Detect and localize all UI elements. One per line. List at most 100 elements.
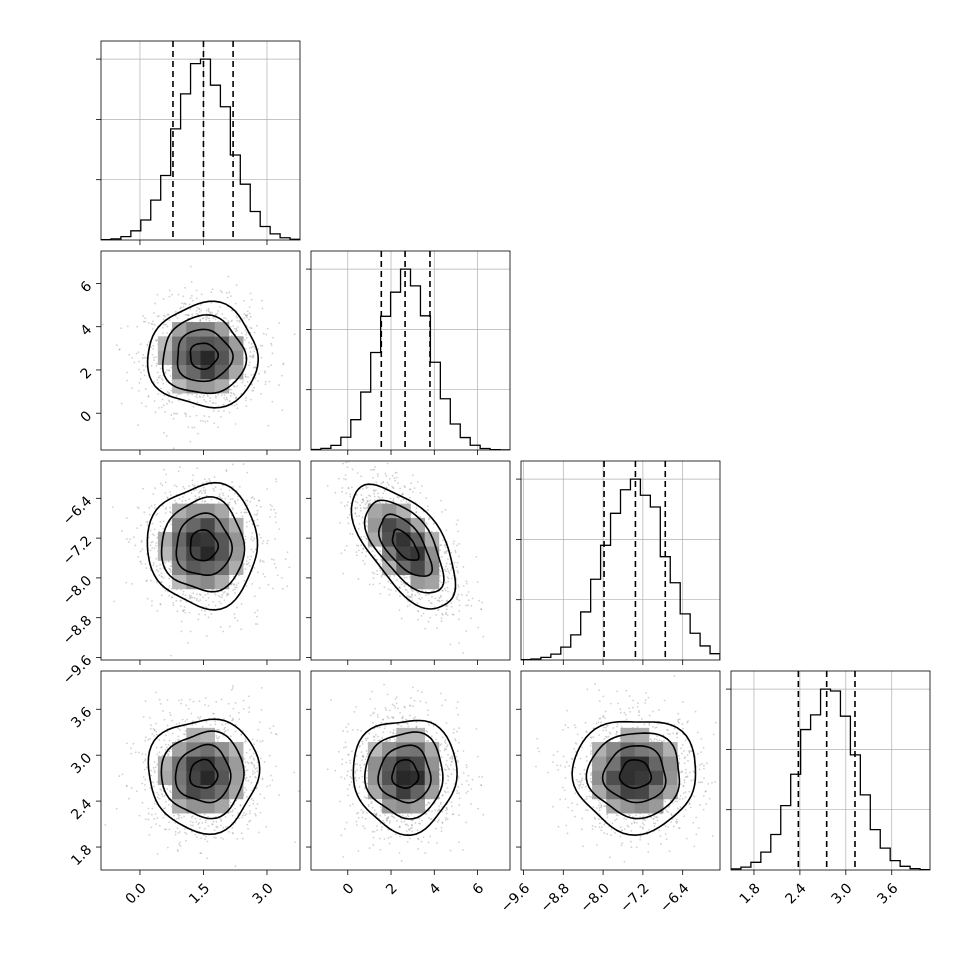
scatter-point: [173, 484, 176, 487]
scatter-point: [396, 579, 398, 582]
scatter-point: [168, 295, 171, 298]
scatter-point: [402, 498, 405, 501]
panel-frame: [100, 40, 301, 241]
scatter-point: [274, 478, 277, 480]
scatter-point: [244, 384, 246, 387]
scatter-point: [167, 313, 170, 316]
scatter-point: [260, 356, 263, 359]
scatter-point: [221, 291, 223, 294]
scatter-point: [231, 319, 233, 322]
scatter-point: [236, 385, 239, 388]
scatter-point: [180, 816, 183, 819]
scatter-point: [383, 490, 386, 492]
scatter-point: [407, 595, 410, 598]
scatter-point: [191, 596, 194, 599]
scatter-point: [238, 485, 241, 488]
scatter-point: [137, 424, 139, 427]
scatter-point: [225, 826, 227, 829]
scatter-point: [256, 324, 258, 327]
scatter-point: [158, 751, 161, 754]
scatter-point: [205, 494, 208, 497]
scatter-point: [178, 728, 181, 731]
scatter-point: [166, 497, 169, 500]
scatter-point: [207, 616, 210, 619]
scatter-point: [172, 447, 175, 450]
scatter-point: [199, 318, 202, 321]
scatter-point: [250, 761, 253, 764]
scatter-point: [244, 347, 247, 350]
scatter-point: [198, 395, 201, 398]
scatter-point: [228, 489, 231, 492]
scatter-point: [157, 393, 160, 395]
scatter-point: [403, 585, 406, 588]
scatter-point: [150, 322, 153, 325]
scatter-point: [158, 530, 161, 533]
scatter-point: [218, 600, 221, 603]
density-cell: [172, 322, 187, 337]
scatter-point: [153, 528, 156, 531]
density-cell: [424, 532, 440, 547]
scatter-point: [427, 509, 429, 511]
scatter-point: [223, 599, 226, 602]
scatter-point: [218, 817, 221, 820]
scatter-point: [246, 471, 249, 474]
scatter-point: [196, 467, 199, 470]
scatter-point: [135, 790, 138, 793]
panels-layer: [96, 40, 931, 875]
scatter-point: [411, 590, 414, 593]
scatter-point: [251, 532, 254, 535]
scatter-point: [199, 594, 202, 596]
scatter-point: [139, 560, 142, 563]
scatter-point: [166, 746, 169, 749]
scatter-point: [446, 586, 449, 589]
scatter-point: [261, 542, 264, 545]
scatter-point: [354, 512, 357, 514]
scatter-point: [247, 376, 249, 379]
scatter-point: [243, 438, 245, 440]
scatter-point: [156, 753, 159, 756]
scatter-point: [175, 599, 178, 602]
contour-1-0-0: [189, 342, 219, 371]
scatter-point: [189, 265, 192, 268]
scatter-point: [438, 599, 440, 602]
scatter-point: [262, 560, 265, 563]
panel-frame: [100, 250, 301, 451]
scatter-point: [454, 549, 457, 552]
scatter-point: [199, 419, 202, 422]
scatter-point: [416, 602, 419, 605]
scatter-point: [142, 320, 145, 323]
scatter-point: [261, 778, 264, 781]
scatter-point: [244, 375, 247, 378]
scatter-point: [188, 611, 191, 614]
scatter-point: [261, 740, 264, 742]
scatter-point: [158, 574, 161, 577]
scatter-panel-1-0: [96, 250, 301, 455]
scatter-point: [342, 462, 345, 465]
scatter-point: [145, 580, 148, 583]
density-cell: [228, 532, 244, 547]
scatter-point: [445, 552, 448, 555]
scatter-point: [154, 487, 157, 490]
scatter-point: [220, 698, 223, 701]
scatter-point: [465, 580, 468, 583]
scatter-point: [189, 820, 192, 823]
scatter-point: [441, 612, 444, 615]
scatter-point: [217, 410, 220, 413]
scatter-point: [159, 603, 162, 606]
scatter-point: [281, 409, 284, 412]
scatter-point: [394, 590, 397, 592]
scatter-point: [481, 601, 483, 604]
scatter-point: [160, 581, 163, 584]
scatter-point: [348, 514, 351, 516]
scatter-point: [458, 599, 461, 602]
scatter-point: [176, 412, 179, 415]
scatter-point: [245, 405, 248, 408]
scatter-point: [356, 506, 359, 509]
scatter-point: [395, 471, 398, 474]
scatter-point: [260, 757, 262, 760]
scatter-point: [253, 350, 256, 353]
density-cell: [157, 546, 173, 561]
scatter-point: [214, 486, 217, 489]
scatter-point: [182, 295, 185, 298]
scatter-point: [156, 371, 159, 374]
